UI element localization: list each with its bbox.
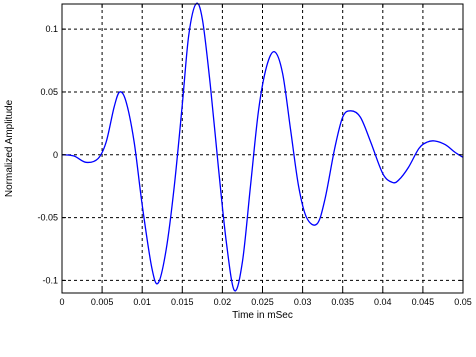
x-tick-label: 0.05 [454,297,472,307]
x-tick-label: 0.025 [251,297,274,307]
x-tick-label: 0.03 [294,297,312,307]
grid [62,4,463,293]
x-tick-label: 0 [59,297,64,307]
x-tick-label: 0.01 [133,297,151,307]
y-tick-label: 0.1 [45,24,58,34]
ticks: 0 0.005 0.01 0.015 0.02 0.025 0.03 0.035 0.04 0.0… [37,4,472,307]
x-tick-label: 0.045 [412,297,435,307]
y-axis-label: Normalized Amplitude [4,99,15,197]
series-line [61,2,464,292]
x-tick-label: 0.035 [331,297,354,307]
plot-area [61,2,464,292]
y-tick-label: 0.05 [40,87,58,97]
x-tick-label: 0.04 [374,297,392,307]
y-tick-label: -0.05 [37,213,58,223]
y-tick-label: -0.1 [42,275,58,285]
x-tick-label: 0.015 [171,297,194,307]
y-tick-label: 0 [53,150,58,160]
x-axis-label: Time in mSec [232,310,293,321]
x-tick-label: 0.02 [214,297,232,307]
x-tick-label: 0.005 [91,297,114,307]
